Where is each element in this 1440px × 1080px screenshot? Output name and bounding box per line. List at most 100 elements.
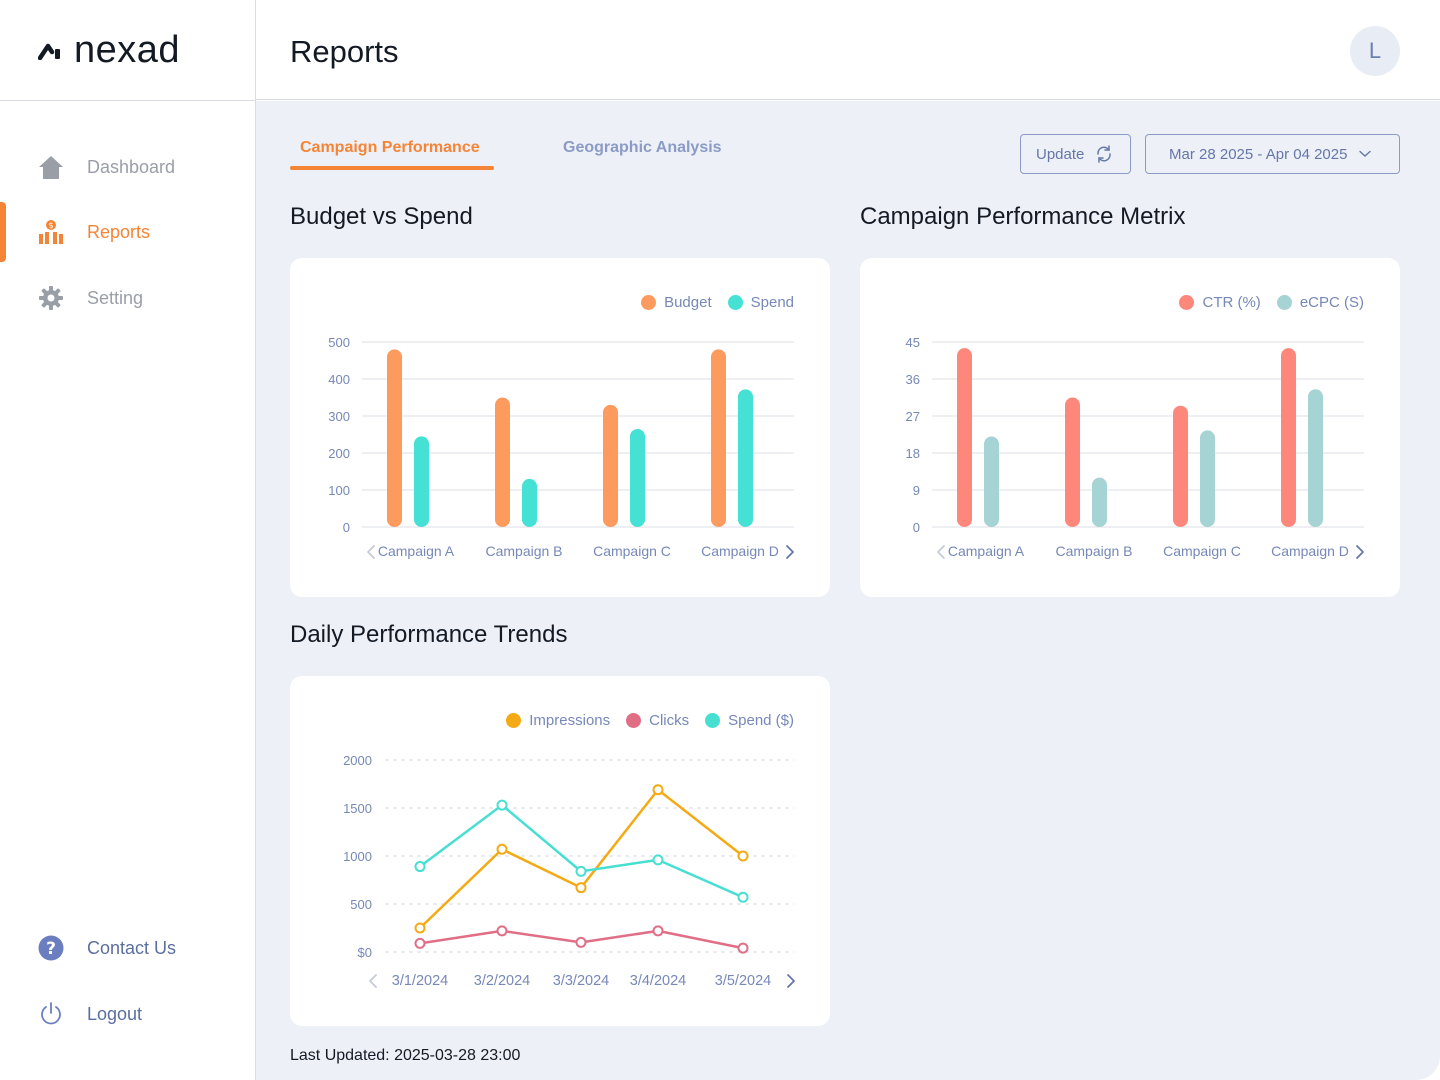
legend-swatch (1276, 295, 1292, 310)
sidebar-item-contact-us[interactable]: ? Contact Us (0, 918, 256, 978)
legend-item-spend[interactable]: Spend ($) (705, 712, 794, 729)
point-clicks (652, 925, 664, 937)
sidebar-divider (0, 100, 256, 101)
legend-label: Spend ($) (728, 712, 794, 729)
bar-budget (495, 397, 510, 527)
y-tick-label: 500 (328, 335, 350, 350)
sidebar: nexad Dashboard $ Reports (0, 0, 256, 1080)
campaign-metrix-title: Campaign Performance Metrix (860, 203, 1186, 230)
point-impressions (575, 882, 587, 894)
legend-item-spend[interactable]: Spend (727, 294, 794, 311)
sidebar-item-label: Dashboard (87, 156, 176, 177)
point-spend (575, 865, 587, 877)
sidebar-item-setting[interactable]: Setting (0, 268, 256, 328)
x-tick-label: Campaign C (593, 543, 671, 559)
sidebar-item-dashboard[interactable]: Dashboard (0, 137, 256, 197)
x-tick-label: 3/5/2024 (715, 973, 771, 989)
main-content: Campaign Performance Geographic Analysis… (256, 101, 1440, 1080)
sidebar-item-reports[interactable]: $ Reports (0, 202, 256, 262)
x-tick-label: 3/1/2024 (392, 973, 448, 989)
bar-ecpc-s (1308, 389, 1323, 527)
bar-ecpc-s (984, 436, 999, 527)
x-tick-label: Campaign A (378, 543, 455, 559)
home-icon (37, 153, 65, 181)
bar-spend (738, 389, 753, 527)
legend-swatch (705, 713, 721, 728)
x-tick-label: Campaign B (485, 543, 562, 559)
legend-label: Budget (664, 294, 712, 311)
logo-text: nexad (74, 28, 181, 71)
sidebar-item-label: Setting (87, 287, 144, 308)
budget-vs-spend-chart: 0 100 200 300 400 500 Campaign A Campaign B Camp… (328, 335, 794, 559)
y-tick-label: 45 (906, 335, 920, 350)
tab-geographic-analysis[interactable]: Geographic Analysis (563, 139, 722, 156)
active-tab-indicator (290, 166, 494, 170)
legend-label: Clicks (649, 712, 690, 729)
help-icon: ? (37, 934, 65, 962)
bar-spend (414, 436, 429, 527)
svg-text:$: $ (48, 221, 53, 230)
gear-icon (37, 284, 65, 312)
sidebar-item-logout[interactable]: Logout (0, 984, 256, 1044)
x-tick-label: Campaign C (1163, 543, 1241, 559)
line-impressions (419, 788, 744, 929)
legend-swatch (727, 295, 743, 310)
bar-budget (603, 404, 618, 527)
sidebar-item-label: Reports (87, 221, 151, 242)
y-tick-label: 27 (906, 409, 920, 424)
header: Reports L (256, 0, 1440, 100)
bar-ctr (1173, 405, 1188, 527)
point-spend (652, 854, 664, 866)
chevron-right-icon[interactable] (787, 974, 795, 988)
chevron-left-icon[interactable] (937, 545, 945, 559)
reports-icon: $ (37, 218, 65, 246)
refresh-icon (1097, 145, 1112, 163)
bar-ctr (1281, 348, 1296, 527)
sidebar-item-label: Logout (87, 1003, 143, 1024)
bar-ecpc-s (1092, 477, 1107, 527)
legend-swatch (626, 713, 642, 728)
x-tick-label: Campaign D (701, 543, 779, 559)
update-label: Update (1036, 145, 1085, 163)
page-title: Reports (290, 34, 399, 69)
legend-item-budget[interactable]: Budget (641, 294, 712, 311)
x-tick-label: 3/4/2024 (630, 973, 686, 989)
chevron-right-icon[interactable] (786, 545, 794, 559)
legend-swatch (1179, 295, 1195, 310)
legend-label: CTR (%) (1202, 294, 1261, 311)
point-impressions (496, 843, 508, 855)
legend-item-ecpc[interactable]: eCPC (S) (1276, 294, 1364, 311)
point-clicks (575, 936, 587, 948)
chevron-left-icon[interactable] (367, 545, 375, 559)
x-tick-label: 3/3/2024 (553, 973, 609, 989)
svg-text:?: ? (46, 939, 56, 959)
legend-item-clicks[interactable]: Clicks (626, 712, 689, 729)
chart-legend: Budget Spend (641, 294, 794, 311)
date-range-value: Mar 28 2025 - Apr 04 2025 (1169, 145, 1348, 163)
date-range-picker[interactable]: Mar 28 2025 - Apr 04 2025 (1145, 134, 1400, 174)
legend-item-ctr[interactable]: CTR (%) (1179, 294, 1261, 311)
bar-budget (387, 349, 402, 527)
legend-label: Impressions (529, 712, 611, 729)
x-tick-label: Campaign D (1271, 543, 1349, 559)
y-tick-label: 300 (328, 409, 350, 424)
y-tick-label: 0 (913, 520, 920, 535)
x-tick-label: Campaign A (948, 543, 1025, 559)
tab-campaign-performance[interactable]: Campaign Performance (300, 139, 480, 156)
point-spend (496, 799, 508, 811)
update-button[interactable]: Update (1020, 134, 1131, 174)
power-icon (37, 1000, 65, 1028)
active-indicator (0, 202, 6, 262)
avatar[interactable]: L (1350, 26, 1400, 76)
y-tick-label: 18 (906, 446, 920, 461)
chevron-down-icon (1359, 150, 1372, 157)
y-tick-label: 200 (328, 446, 350, 461)
x-tick-label: 3/2/2024 (474, 973, 530, 989)
logo[interactable]: nexad (38, 28, 181, 71)
chevron-right-icon[interactable] (1356, 545, 1364, 559)
chevron-left-icon[interactable] (369, 974, 377, 988)
y-tick-label: 500 (350, 897, 372, 912)
y-tick-label: 100 (328, 483, 350, 498)
budget-vs-spend-card: Budget Spend 0 100 200 300 400 500 Campaign A C… (290, 258, 830, 597)
legend-item-impressions[interactable]: Impressions (506, 712, 610, 729)
